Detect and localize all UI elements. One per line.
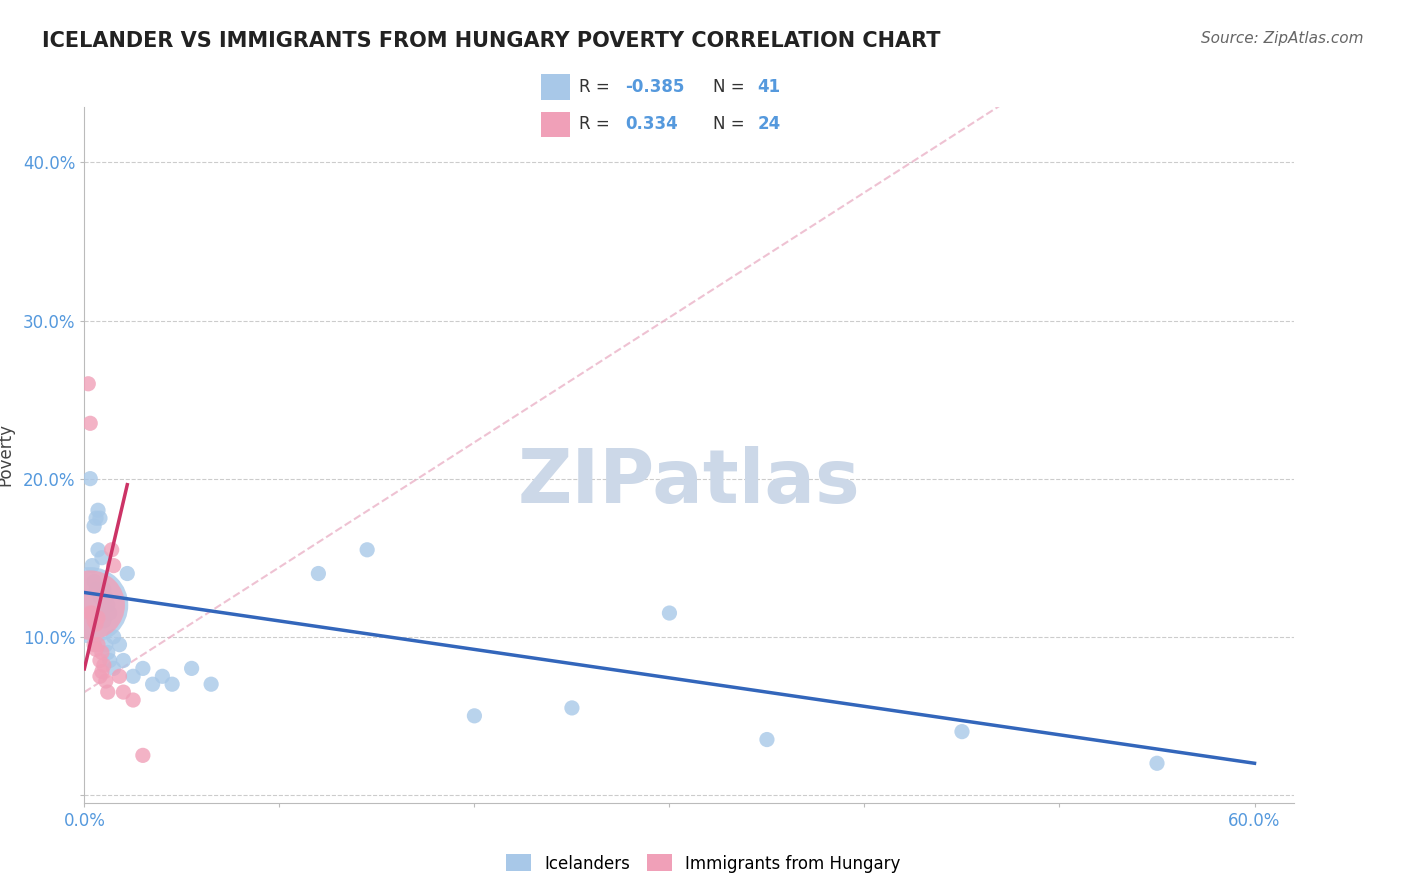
- Text: R =: R =: [579, 115, 614, 133]
- Point: [82, 606, 104, 620]
- Point: [93, 614, 115, 628]
- Point: [94, 674, 117, 689]
- Point: [83, 519, 105, 533]
- Point: [77, 376, 100, 391]
- Point: [98, 653, 121, 667]
- Point: [658, 606, 681, 620]
- Point: [307, 566, 329, 581]
- Text: ZIPatlas: ZIPatlas: [517, 446, 860, 519]
- Point: [93, 582, 115, 597]
- Point: [87, 542, 110, 557]
- Point: [122, 669, 145, 683]
- Point: [561, 701, 583, 715]
- Point: [132, 748, 155, 763]
- Legend: Icelanders, Immigrants from Hungary: Icelanders, Immigrants from Hungary: [499, 847, 907, 880]
- Text: 41: 41: [758, 78, 780, 96]
- Point: [93, 658, 115, 673]
- Point: [94, 591, 117, 605]
- Point: [83, 574, 105, 589]
- Point: [122, 693, 145, 707]
- Point: [160, 677, 183, 691]
- Point: [112, 685, 135, 699]
- Point: [84, 642, 107, 657]
- Text: 24: 24: [758, 115, 780, 133]
- Point: [463, 708, 485, 723]
- FancyBboxPatch shape: [541, 74, 571, 100]
- Point: [356, 542, 378, 557]
- Point: [103, 661, 125, 675]
- Point: [84, 582, 107, 597]
- Text: -0.385: -0.385: [626, 78, 685, 96]
- Point: [103, 630, 125, 644]
- Point: [89, 653, 111, 667]
- Text: ICELANDER VS IMMIGRANTS FROM HUNGARY POVERTY CORRELATION CHART: ICELANDER VS IMMIGRANTS FROM HUNGARY POV…: [42, 31, 941, 51]
- Point: [180, 661, 202, 675]
- Point: [79, 598, 101, 612]
- Point: [82, 558, 104, 573]
- Point: [150, 669, 173, 683]
- Text: R =: R =: [579, 78, 614, 96]
- Point: [89, 591, 111, 605]
- Text: 0.334: 0.334: [626, 115, 678, 133]
- Point: [1146, 756, 1168, 771]
- Point: [84, 617, 107, 632]
- Point: [98, 606, 121, 620]
- Point: [90, 550, 112, 565]
- Point: [79, 598, 101, 612]
- Point: [142, 677, 165, 691]
- Point: [79, 417, 101, 431]
- Point: [755, 732, 778, 747]
- Point: [84, 511, 107, 525]
- Point: [132, 661, 155, 675]
- Text: N =: N =: [713, 78, 749, 96]
- Point: [83, 614, 105, 628]
- Point: [950, 724, 973, 739]
- Point: [89, 511, 111, 525]
- Point: [89, 669, 111, 683]
- Point: [90, 665, 112, 679]
- Point: [108, 638, 131, 652]
- Point: [94, 638, 117, 652]
- Point: [112, 653, 135, 667]
- Point: [90, 606, 112, 620]
- Point: [79, 606, 101, 620]
- Point: [79, 472, 101, 486]
- Point: [100, 542, 122, 557]
- Text: Source: ZipAtlas.com: Source: ZipAtlas.com: [1201, 31, 1364, 46]
- Point: [103, 558, 125, 573]
- Point: [97, 646, 120, 660]
- Point: [87, 638, 110, 652]
- Point: [97, 598, 120, 612]
- Point: [87, 503, 110, 517]
- Point: [117, 566, 139, 581]
- Point: [90, 646, 112, 660]
- Text: N =: N =: [713, 115, 749, 133]
- Y-axis label: Poverty: Poverty: [0, 424, 14, 486]
- Point: [87, 611, 110, 625]
- Point: [108, 669, 131, 683]
- FancyBboxPatch shape: [541, 112, 571, 137]
- Point: [97, 685, 120, 699]
- Point: [200, 677, 222, 691]
- Point: [83, 638, 105, 652]
